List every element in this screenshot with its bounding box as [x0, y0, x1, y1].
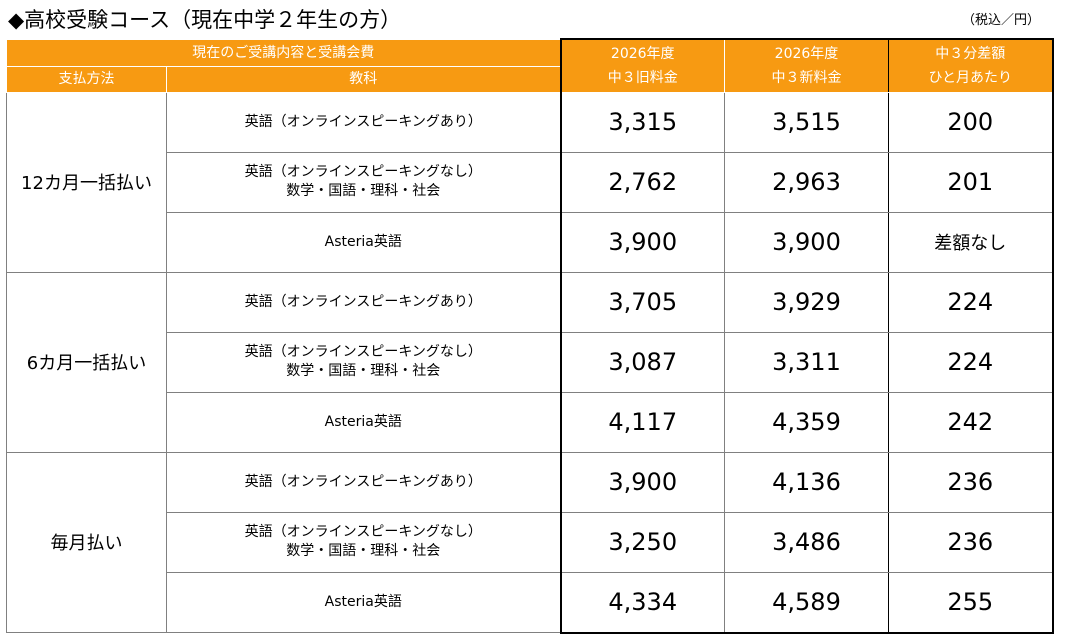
- header-subject: 教科: [166, 65, 561, 93]
- subject-cell: Asteria英語: [166, 391, 561, 453]
- subject-line: 英語（オンラインスピーキングあり）: [244, 293, 482, 310]
- subject-cell: Asteria英語: [166, 571, 561, 633]
- header-payment-method: 支払方法: [6, 65, 167, 93]
- subject-line: 英語（オンラインスピーキングあり）: [244, 113, 482, 130]
- header-diff-line2: ひと月あたり: [928, 69, 1013, 86]
- subject-line: Asteria英語: [324, 413, 402, 430]
- payment-method-cell: 毎月払い: [6, 451, 167, 633]
- new-fee-cell: 3,311: [724, 331, 889, 393]
- old-fee-cell: 3,315: [559, 91, 725, 153]
- table-row: Asteria英語 4,117 4,359 242: [7, 391, 1054, 453]
- new-fee-cell: 4,359: [724, 391, 889, 453]
- payment-method-cell: 6カ月一括払い: [6, 271, 167, 453]
- new-fee-cell: 4,589: [724, 571, 889, 634]
- diff-cell: 242: [888, 391, 1054, 453]
- new-fee-cell: 3,900: [724, 211, 889, 273]
- header-new-fee-year: 2026年度: [774, 45, 839, 62]
- table-row: 英語（オンラインスピーキングなし） 数学・国語・理科・社会 3,250 3,48…: [7, 511, 1054, 573]
- table-row: Asteria英語 4,334 4,589 255: [7, 571, 1054, 634]
- diff-cell: 255: [888, 571, 1054, 634]
- new-fee-cell: 4,136: [724, 451, 889, 513]
- page-title: ◆高校受験コース（現在中学２年生の方）: [8, 8, 402, 32]
- header-new-fee: 2026年度 中３新料金: [724, 38, 889, 93]
- old-fee-cell: 3,087: [559, 331, 725, 393]
- new-fee-cell: 2,963: [724, 151, 889, 213]
- diff-cell: 224: [888, 331, 1054, 393]
- subject-cell: 英語（オンラインスピーキングなし） 数学・国語・理科・社会: [166, 511, 561, 573]
- subject-cell: 英語（オンラインスピーキングあり）: [166, 271, 561, 333]
- diff-cell: 236: [888, 451, 1054, 513]
- diff-cell: 差額なし: [888, 211, 1054, 273]
- subject-line-2: 数学・国語・理科・社会: [286, 543, 441, 559]
- subject-line-2: 数学・国語・理科・社会: [286, 363, 441, 379]
- header-diff-line1: 中３分差額: [935, 45, 1006, 62]
- table-row: 毎月払い 英語（オンラインスピーキングあり） 3,900 4,136 236: [6, 451, 1054, 633]
- subject-line: 英語（オンラインスピーキングあり）: [244, 473, 482, 490]
- old-fee-cell: 3,705: [559, 271, 725, 333]
- subject-line: 英語（オンラインスピーキングなし）: [244, 164, 482, 180]
- subject-line-2: 数学・国語・理科・社会: [286, 183, 441, 199]
- diff-cell: 236: [888, 511, 1054, 573]
- table-row: 英語（オンラインスピーキングなし） 数学・国語・理科・社会 2,762 2,96…: [7, 151, 1054, 213]
- subject-line: 英語（オンラインスピーキングなし）: [244, 344, 482, 360]
- table-row: 6カ月一括払い 英語（オンラインスピーキングあり） 3,705 3,929 22…: [6, 271, 1054, 453]
- old-fee-cell: 4,334: [559, 571, 725, 634]
- header-old-fee-label: 中３旧料金: [607, 69, 678, 86]
- new-fee-cell: 3,515: [724, 91, 889, 153]
- table-row: 英語（オンラインスピーキングなし） 数学・国語・理科・社会 3,087 3,31…: [7, 331, 1054, 393]
- header-old-fee-year: 2026年度: [610, 45, 675, 62]
- subject-line: Asteria英語: [324, 233, 402, 250]
- diff-cell: 201: [888, 151, 1054, 213]
- payment-method-cell: 12カ月一括払い: [6, 91, 167, 273]
- header-group-label: 現在のご受講内容と受講会費: [6, 38, 561, 67]
- old-fee-cell: 4,117: [559, 391, 725, 453]
- subject-cell: Asteria英語: [166, 211, 561, 273]
- fee-table: 現在のご受講内容と受講会費 2026年度 中３旧料金 2026年度 中３新料金 …: [6, 38, 1054, 634]
- header-old-fee: 2026年度 中３旧料金: [559, 38, 725, 93]
- old-fee-cell: 3,900: [559, 451, 725, 513]
- new-fee-cell: 3,929: [724, 271, 889, 333]
- old-fee-cell: 2,762: [559, 151, 725, 213]
- header-new-fee-label: 中３新料金: [771, 69, 842, 86]
- old-fee-cell: 3,250: [559, 511, 725, 573]
- subject-cell: 英語（オンラインスピーキングあり）: [166, 451, 561, 513]
- table-row: 12カ月一括払い 英語（オンラインスピーキングあり） 3,315 3,515 2…: [6, 91, 1054, 273]
- subject-cell: 英語（オンラインスピーキングなし） 数学・国語・理科・社会: [166, 151, 561, 213]
- diff-cell: 200: [888, 91, 1054, 153]
- subject-cell: 英語（オンラインスピーキングなし） 数学・国語・理科・社会: [166, 331, 561, 393]
- diff-cell: 224: [888, 271, 1054, 333]
- new-fee-cell: 3,486: [724, 511, 889, 573]
- subject-cell: 英語（オンラインスピーキングあり）: [166, 91, 561, 153]
- subject-line: 英語（オンラインスピーキングなし）: [244, 524, 482, 540]
- unit-note: （税込／円）: [961, 13, 1040, 28]
- header-diff: 中３分差額 ひと月あたり: [888, 38, 1054, 93]
- old-fee-cell: 3,900: [559, 211, 725, 273]
- subject-line: Asteria英語: [324, 593, 402, 610]
